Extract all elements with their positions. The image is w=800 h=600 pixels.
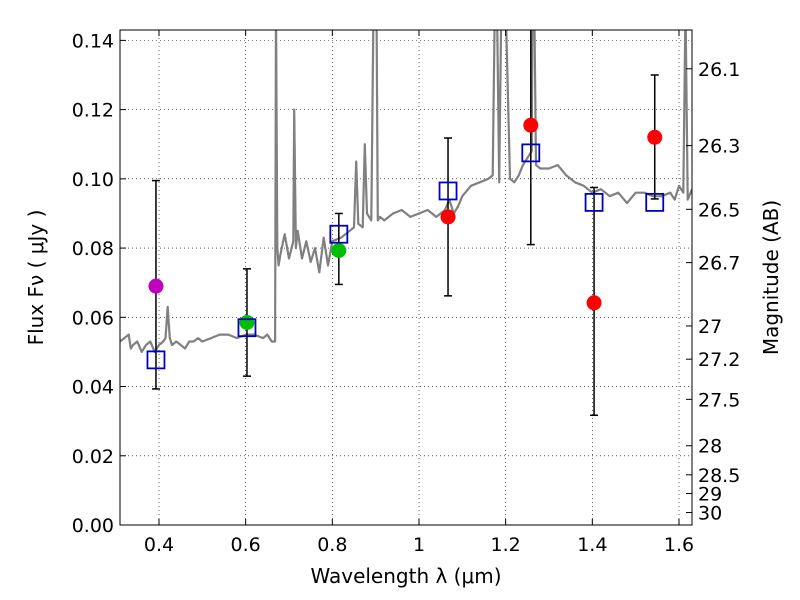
axis-labels: 0.4 0.6 0.8 1 1.2 1.4 1.6 0.00 0.02 0.04 0.06 0.08 0… xyxy=(24,30,783,588)
y2-axis-label: Magnitude (AB) xyxy=(759,200,783,355)
y2-tick-label: 27.5 xyxy=(698,389,740,411)
model-photometry-square xyxy=(438,181,458,201)
x-tick-label: 0.4 xyxy=(144,534,174,556)
y-tick-label: 0.06 xyxy=(72,307,114,329)
observed-flux-point xyxy=(647,129,663,145)
y2-tick-label: 28 xyxy=(698,436,722,458)
model-photometry-square xyxy=(584,192,604,212)
y2-tick-label: 29 xyxy=(698,484,722,506)
observed-flux-point xyxy=(523,117,539,133)
observed-flux-point xyxy=(331,243,347,258)
x-tick-label: 1.2 xyxy=(491,534,521,556)
y2-tick-label: 26.3 xyxy=(698,136,740,158)
y2-tick-label: 30 xyxy=(698,503,722,525)
plot-area xyxy=(120,30,692,417)
plot-frame xyxy=(119,29,693,526)
model-photometry-square xyxy=(521,143,541,163)
y2-tick-label: 26.5 xyxy=(698,199,740,221)
model-photometry-square xyxy=(329,224,349,244)
x-tick-label: 0.8 xyxy=(317,534,347,556)
y2-tick-label: 27.2 xyxy=(698,349,740,371)
y-tick-label: 0.14 xyxy=(72,30,114,52)
y-tick-label: 0.12 xyxy=(72,100,114,122)
model-photometry-square xyxy=(237,318,257,338)
y2-tick-label: 26.7 xyxy=(698,253,740,275)
x-tick-label: 1 xyxy=(413,534,425,556)
observed-flux-point xyxy=(239,315,255,330)
x-axis-label: Wavelength λ (μm) xyxy=(310,564,501,588)
y-axis-label: Flux Fν ( μJy ) xyxy=(24,210,48,346)
y-tick-label: 0.10 xyxy=(72,169,114,191)
model-photometry-square xyxy=(146,350,166,370)
x-tick-label: 0.6 xyxy=(231,534,261,556)
x-tick-label: 1.6 xyxy=(664,534,694,556)
observed-flux-point xyxy=(148,278,164,294)
observed-flux-point xyxy=(440,209,456,225)
x-tick-label: 1.4 xyxy=(577,534,607,556)
data-markers xyxy=(146,117,665,370)
grid xyxy=(120,30,692,525)
y-tick-label: 0.04 xyxy=(72,377,114,399)
y2-tick-label: 27 xyxy=(698,316,722,338)
y2-tick-label: 26.1 xyxy=(698,59,740,81)
observed-flux-point xyxy=(586,295,602,311)
axis-ticks xyxy=(120,30,692,526)
y-tick-label: 0.02 xyxy=(72,446,114,468)
model-photometry-square xyxy=(645,192,665,212)
y2-tick-label: 28.5 xyxy=(698,465,740,487)
y-tick-label: 0.08 xyxy=(72,238,114,260)
y-tick-label: 0.00 xyxy=(72,515,114,537)
error-bars xyxy=(151,30,659,417)
model-spectrum-line xyxy=(120,30,692,353)
